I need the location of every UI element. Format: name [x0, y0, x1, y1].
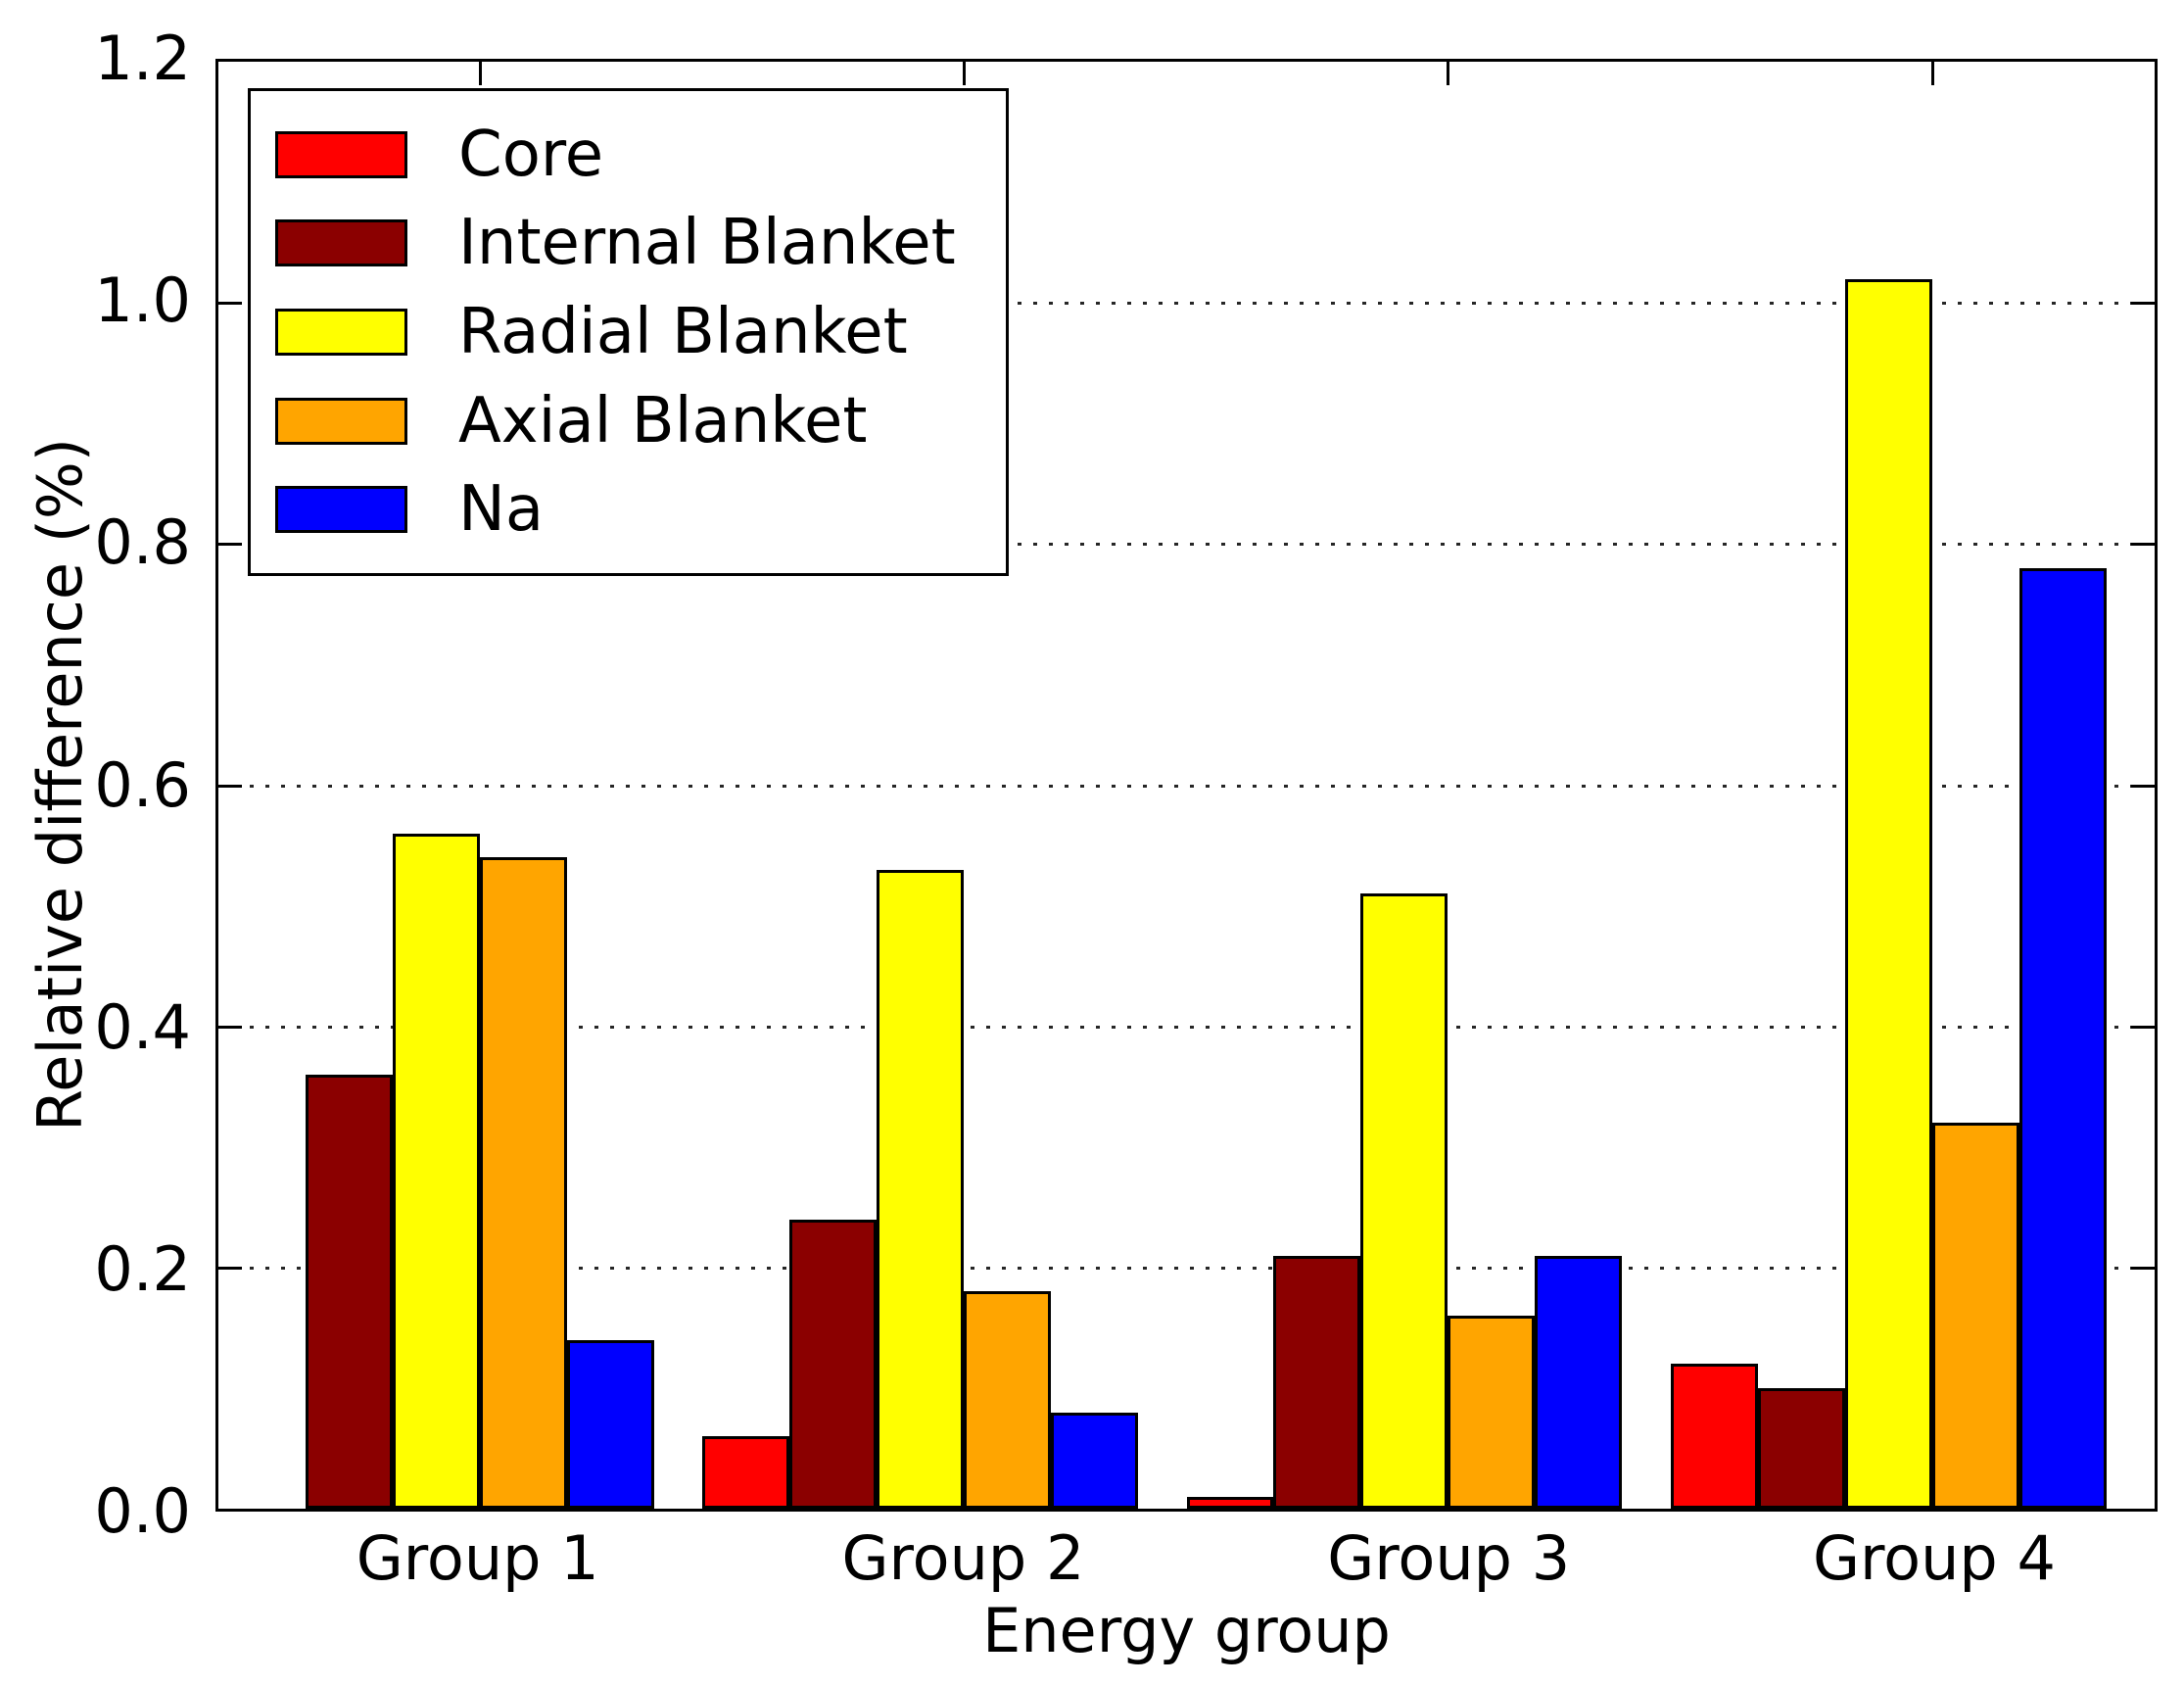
x-tick-top-1	[478, 62, 482, 85]
bar-axial-blanket-group-4	[1931, 1123, 2019, 1509]
x-axis-label: Energy group	[982, 1595, 1391, 1666]
y-tick-right-0.8	[2131, 543, 2155, 547]
y-tick-right-1.0	[2131, 302, 2155, 306]
legend-item-internal-blanket: Internal Blanket	[275, 212, 1006, 274]
y-tick-right-0.4	[2131, 1025, 2155, 1029]
y-tick-left-1.0	[218, 302, 242, 306]
x-tick-top-4	[1930, 62, 1934, 85]
legend-item-axial-blanket: Axial Blanket	[275, 390, 1006, 453]
y-tick-label: 0.2	[94, 1232, 191, 1305]
y-tick-label: 0.6	[94, 748, 191, 821]
bar-internal-blanket-group-4	[1757, 1387, 1845, 1509]
y-tick-right-0.2	[2131, 1266, 2155, 1270]
x-tick-label: Group 2	[841, 1522, 1085, 1594]
bar-core-group-4	[1670, 1364, 1758, 1509]
bar-axial-blanket-group-3	[1448, 1316, 1536, 1509]
legend-item-radial-blanket: Radial Blanket	[275, 301, 1006, 363]
legend-swatch-icon	[275, 130, 407, 178]
bar-internal-blanket-group-2	[789, 1219, 878, 1509]
legend-label: Core	[458, 118, 604, 191]
bar-na-group-2	[1051, 1412, 1139, 1509]
x-tick-top-2	[963, 62, 967, 85]
gridline-y-0.2	[218, 1266, 2155, 1270]
legend-label: Radial Blanket	[458, 295, 908, 368]
bar-na-group-1	[566, 1339, 654, 1509]
bar-na-group-4	[2018, 567, 2107, 1509]
bar-internal-blanket-group-1	[305, 1074, 393, 1509]
x-tick-top-3	[1447, 62, 1450, 85]
gridline-y-0.4	[218, 1025, 2155, 1029]
gridline-y-0.6	[218, 784, 2155, 788]
y-tick-left-0.2	[218, 1266, 242, 1270]
legend-swatch-icon	[275, 397, 407, 445]
legend-swatch-icon	[275, 486, 407, 534]
y-tick-label: 0.8	[94, 506, 191, 579]
legend-swatch-icon	[275, 308, 407, 356]
gridline-y-0.8	[218, 543, 2155, 547]
bar-radial-blanket-group-4	[1844, 278, 1932, 1509]
legend-item-na: Na	[275, 478, 1006, 541]
bar-na-group-3	[1535, 1255, 1623, 1509]
y-tick-label: 1.0	[94, 265, 191, 337]
legend: Core Internal Blanket Radial Blanket Axial …	[248, 88, 1009, 576]
y-tick-label: 0.4	[94, 990, 191, 1063]
legend-label: Internal Blanket	[458, 207, 956, 280]
x-tick-label: Group 3	[1327, 1522, 1571, 1594]
bar-radial-blanket-group-2	[877, 869, 965, 1509]
gridline-y-1.0	[218, 302, 2155, 306]
x-tick-label: Group 4	[1812, 1522, 2056, 1594]
bar-axial-blanket-group-1	[479, 857, 567, 1509]
y-tick-left-0.8	[218, 543, 242, 547]
bar-axial-blanket-group-2	[964, 1291, 1052, 1509]
bar-core-group-2	[702, 1436, 790, 1509]
x-tick-label: Group 1	[356, 1522, 599, 1594]
legend-label: Axial Blanket	[458, 384, 868, 457]
y-tick-left-0.4	[218, 1025, 242, 1029]
y-tick-right-0.6	[2131, 784, 2155, 788]
legend-label: Na	[458, 473, 545, 547]
legend-swatch-icon	[275, 219, 407, 267]
y-tick-label: 0.0	[94, 1475, 191, 1547]
bar-internal-blanket-group-3	[1273, 1255, 1361, 1509]
bar-core-group-3	[1186, 1496, 1274, 1509]
bar-radial-blanket-group-3	[1360, 893, 1448, 1509]
legend-item-core: Core	[275, 123, 1006, 186]
bar-radial-blanket-group-1	[392, 833, 480, 1509]
y-tick-label: 1.2	[94, 23, 191, 94]
y-tick-left-0.6	[218, 784, 242, 788]
